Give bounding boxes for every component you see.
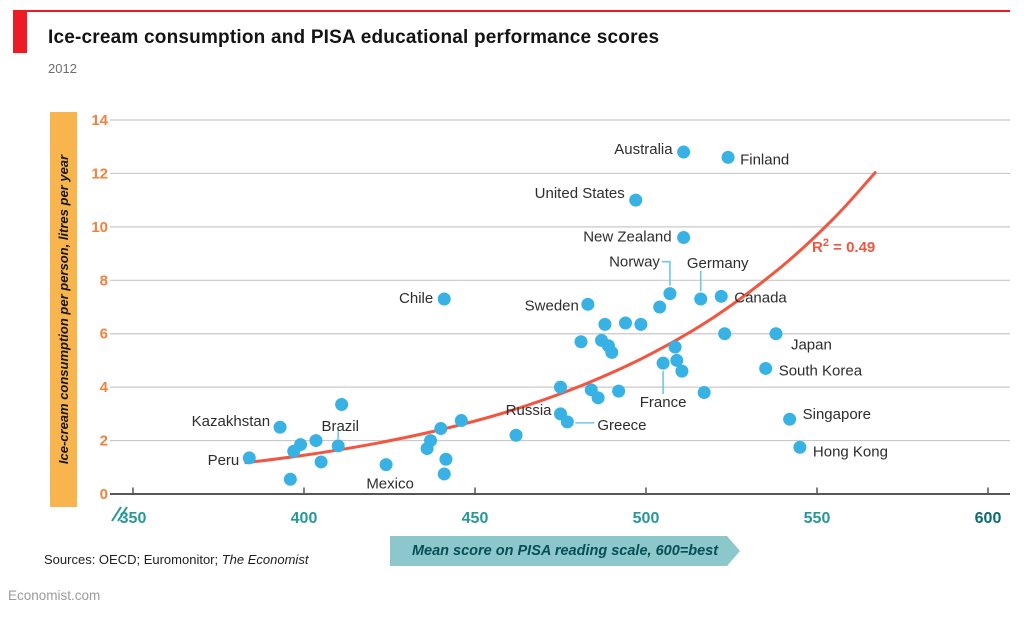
data-point[interactable]	[721, 150, 735, 164]
data-point[interactable]	[509, 428, 523, 442]
point-label: Hong Kong	[813, 443, 888, 460]
data-point[interactable]	[581, 297, 595, 311]
y-tick-label: 0	[100, 486, 108, 503]
data-point[interactable]	[439, 452, 453, 466]
data-point[interactable]	[379, 458, 393, 472]
point-label: Japan	[791, 337, 832, 354]
data-point[interactable]	[309, 434, 323, 448]
data-point[interactable]	[605, 345, 619, 359]
data-point[interactable]	[663, 287, 677, 301]
x-tick-label: 450	[462, 510, 489, 527]
data-point[interactable]	[434, 422, 448, 436]
point-label: South Korea	[779, 362, 863, 379]
data-point[interactable]	[612, 384, 626, 398]
x-tick-label: 550	[804, 510, 831, 527]
data-point[interactable]	[668, 340, 682, 354]
data-point[interactable]	[694, 292, 708, 306]
x-tick-label: 400	[291, 510, 318, 527]
point-label: France	[640, 394, 687, 411]
chart-subtitle: 2012	[48, 61, 77, 76]
y-tick-label: 14	[91, 112, 108, 129]
data-point[interactable]	[591, 391, 605, 405]
data-point[interactable]	[314, 455, 328, 469]
chart-title: Ice-cream consumption and PISA education…	[48, 27, 660, 48]
y-tick-label: 6	[100, 326, 108, 343]
y-tick-label: 8	[100, 272, 108, 289]
top-rule	[13, 10, 1010, 12]
data-point[interactable]	[574, 335, 588, 349]
data-point[interactable]	[653, 300, 667, 314]
y-tick-label: 2	[100, 433, 108, 450]
point-label: Russia	[506, 402, 553, 419]
data-point[interactable]	[769, 327, 783, 341]
data-point[interactable]	[554, 380, 567, 394]
data-point[interactable]	[670, 353, 684, 367]
data-point[interactable]	[273, 420, 287, 434]
data-point[interactable]	[618, 316, 632, 330]
point-label: Brazil	[321, 418, 359, 435]
point-label: Mexico	[366, 476, 414, 493]
data-point[interactable]	[598, 317, 612, 331]
r-squared-label: R2 = 0.49	[812, 237, 875, 256]
data-point[interactable]	[437, 467, 451, 481]
economist-red-tab	[13, 10, 27, 53]
data-point[interactable]	[677, 231, 691, 245]
sources-publisher: The Economist	[221, 552, 309, 567]
point-label: New Zealand	[583, 229, 671, 246]
point-label: United States	[535, 185, 625, 202]
data-point[interactable]	[677, 145, 691, 159]
data-point[interactable]	[783, 412, 797, 426]
x-tick-label: 350	[120, 510, 147, 527]
sources-note: Sources: OECD; Euromonitor; The Economis…	[44, 552, 308, 567]
data-point[interactable]	[335, 398, 349, 412]
data-point[interactable]	[454, 414, 468, 428]
point-label: Sweden	[525, 297, 579, 314]
label-connector	[661, 260, 671, 286]
data-point[interactable]	[634, 317, 648, 331]
point-label: Greece	[597, 417, 646, 434]
y-tick-label: 12	[91, 165, 108, 182]
axis-break-icon	[117, 506, 128, 522]
data-point[interactable]	[560, 415, 574, 429]
data-point[interactable]	[420, 442, 434, 456]
point-label: Singapore	[803, 406, 871, 423]
x-axis-title-band: Mean score on PISA reading scale, 600=be…	[390, 536, 740, 566]
point-label: Peru	[208, 452, 240, 469]
point-label: Canada	[734, 289, 787, 306]
x-tick-label: 500	[633, 510, 660, 527]
data-point[interactable]	[718, 327, 732, 341]
data-point[interactable]	[759, 361, 773, 375]
sources-text: Sources: OECD; Euromonitor;	[44, 552, 222, 567]
point-label: Finland	[740, 151, 789, 168]
site-credit: Economist.com	[8, 588, 101, 603]
data-point[interactable]	[437, 292, 451, 306]
data-point[interactable]	[656, 356, 670, 370]
x-tick-label: 600	[975, 510, 1002, 527]
data-point[interactable]	[283, 472, 297, 486]
point-label: Norway	[609, 254, 660, 271]
point-label: Kazakhstan	[192, 413, 270, 430]
data-point[interactable]	[629, 193, 643, 207]
data-point[interactable]	[675, 364, 689, 378]
axis-break-icon	[111, 506, 122, 522]
trendline	[244, 171, 877, 465]
y-tick-label: 10	[91, 219, 108, 236]
data-point[interactable]	[714, 289, 728, 303]
data-point[interactable]	[697, 385, 711, 399]
point-label: Chile	[399, 290, 433, 307]
data-point[interactable]	[331, 439, 345, 453]
data-point[interactable]	[793, 440, 807, 454]
y-axis-title-band: Ice-cream consumption per person, litres…	[50, 112, 77, 507]
point-label: Australia	[614, 141, 673, 158]
y-tick-label: 4	[100, 379, 109, 396]
data-point[interactable]	[242, 451, 256, 465]
point-label: Germany	[687, 255, 749, 272]
data-point[interactable]	[294, 438, 308, 452]
